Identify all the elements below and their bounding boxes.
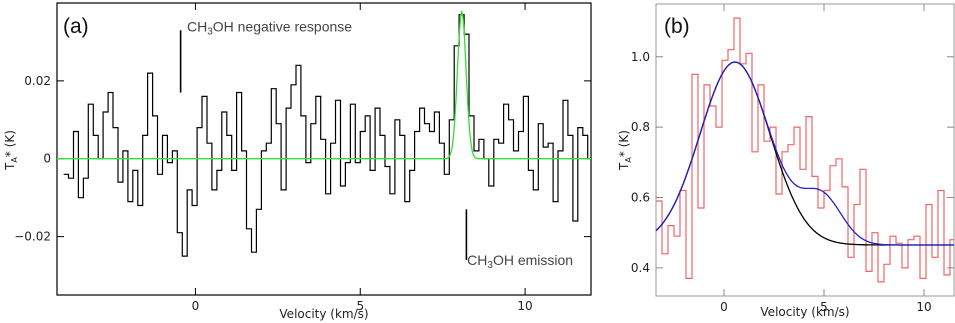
panel-b-chart: 0 5 10 0.4 0.6 0.8 1.0 (b) Velocity (km/s) TA*…: [617, 3, 955, 319]
y-tick-label: 0.6: [631, 190, 650, 204]
panel-b-frame: [655, 3, 955, 297]
panel-a-frame: [56, 2, 592, 296]
two-component-fit-line: [655, 61, 954, 246]
y-tick-label: 0: [43, 152, 51, 166]
panel-a-tag: (a): [63, 15, 89, 38]
annotation-label: CH3OH emission: [467, 252, 573, 271]
y-tick-label: 0.4: [631, 261, 650, 275]
y-tick-label: 1.0: [631, 50, 650, 64]
y-tick-label: 0.02: [24, 74, 51, 88]
x-tick-label: 0: [720, 300, 728, 314]
panel-b-xlabel: Velocity (km/s): [760, 305, 849, 319]
annotation-label: CH3OH negative response: [187, 18, 352, 37]
panel-a-ylabel: TA* (K): [3, 130, 19, 171]
x-tick-label: 5: [820, 300, 828, 314]
gaussian-fit-line: [57, 10, 591, 160]
x-tick-label: 10: [517, 299, 532, 313]
y-tick-label: −0.02: [14, 230, 51, 244]
panel-a-xlabel: Velocity (km/s): [279, 307, 368, 321]
panel-b-tag: (b): [664, 15, 690, 38]
gaussian-fit-line: [655, 61, 954, 246]
panel-b-ylabel: TA* (K): [617, 130, 633, 171]
spectrum-step-line: [656, 17, 954, 283]
panel-a-chart: 0 5 10 −0.02 0 0.02 CH3OH negative response CH…: [3, 2, 592, 321]
y-tick-label: 0.8: [631, 120, 650, 134]
x-tick-label: 10: [916, 300, 931, 314]
x-tick-label: 5: [356, 299, 364, 313]
x-tick-label: 0: [192, 299, 200, 313]
spectrum-step-line: [63, 14, 591, 257]
